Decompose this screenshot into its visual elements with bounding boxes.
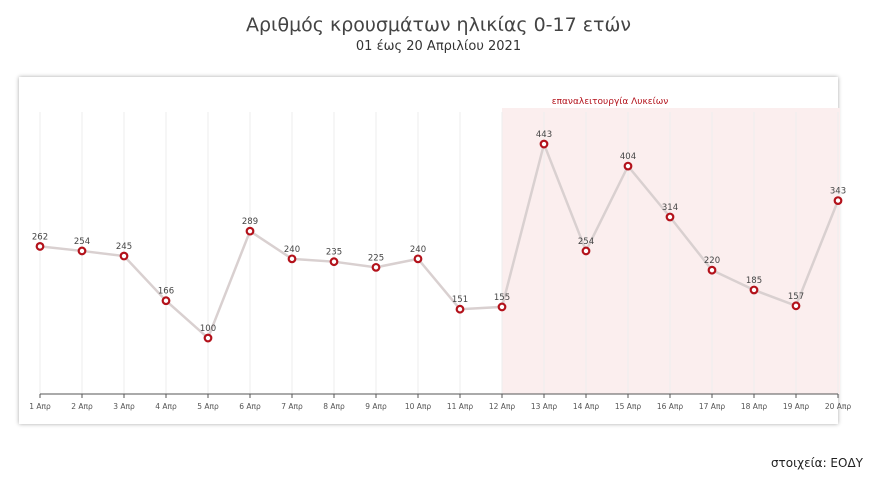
x-tick-label: 14 Απρ — [573, 402, 600, 411]
x-tick-label: 19 Απρ — [783, 402, 810, 411]
x-tick-label: 2 Απρ — [71, 402, 93, 411]
x-tick-label: 1 Απρ — [29, 402, 51, 411]
chart-subtitle: 01 έως 20 Απριλίου 2021 — [355, 39, 522, 54]
data-label: 185 — [746, 276, 762, 286]
annotation-shade — [502, 108, 840, 394]
data-label: 220 — [704, 256, 720, 266]
chart-title: Αριθμός κρουσμάτων ηλικίας 0-17 ετών — [245, 14, 631, 36]
x-tick-label: 6 Απρ — [239, 402, 261, 411]
data-label: 155 — [494, 293, 510, 303]
x-tick-label: 20 Απρ — [825, 402, 852, 411]
x-tick-label: 15 Απρ — [615, 402, 642, 411]
data-point — [497, 302, 507, 312]
data-point — [581, 246, 591, 256]
data-label: 245 — [116, 242, 132, 252]
x-tick-label: 10 Απρ — [405, 402, 432, 411]
x-tick-label: 8 Απρ — [323, 402, 345, 411]
data-label: 254 — [578, 237, 594, 247]
x-tick-label: 7 Απρ — [281, 402, 303, 411]
x-tick-label: 16 Απρ — [657, 402, 684, 411]
data-point — [119, 251, 129, 261]
data-label: 254 — [74, 237, 90, 247]
data-point — [77, 246, 87, 256]
data-point — [203, 333, 213, 343]
data-point — [749, 285, 759, 295]
data-point — [623, 161, 633, 171]
data-label: 151 — [452, 295, 468, 305]
data-point — [371, 262, 381, 272]
x-tick-label: 17 Απρ — [699, 402, 726, 411]
data-point — [329, 257, 339, 267]
data-label: 314 — [662, 203, 678, 213]
x-tick-label: 9 Απρ — [365, 402, 387, 411]
annotation-label: επαναλειτουργία Λυκείων — [552, 97, 669, 107]
source-note: στοιχεία: ΕΟΔΥ — [770, 456, 863, 470]
data-point — [455, 304, 465, 314]
data-label: 100 — [200, 324, 216, 334]
data-label: 235 — [326, 248, 342, 258]
data-point — [833, 196, 843, 205]
x-tick-label: 11 Απρ — [447, 402, 474, 411]
data-label: 157 — [788, 292, 804, 302]
data-label: 343 — [830, 187, 846, 197]
x-tick-label: 4 Απρ — [155, 402, 177, 411]
data-label: 289 — [242, 217, 258, 227]
data-label: 443 — [536, 130, 552, 140]
data-point — [161, 296, 171, 306]
data-label: 225 — [368, 253, 384, 263]
x-tick-label: 5 Απρ — [197, 402, 219, 411]
x-tick-label: 18 Απρ — [741, 402, 768, 411]
data-point — [245, 226, 255, 236]
data-point — [287, 254, 297, 264]
series-line — [39, 139, 840, 341]
data-point — [791, 301, 801, 311]
data-label: 240 — [284, 245, 300, 255]
x-tick-label: 12 Απρ — [489, 402, 516, 411]
x-tick-label: 13 Απρ — [531, 402, 558, 411]
data-point — [665, 212, 675, 222]
data-point — [35, 242, 45, 251]
data-label: 404 — [620, 152, 636, 162]
data-label: 240 — [410, 245, 426, 255]
data-point — [707, 265, 717, 275]
data-point — [413, 254, 423, 264]
x-tick-label: 3 Απρ — [113, 402, 135, 411]
data-label: 262 — [32, 232, 48, 242]
data-point — [539, 139, 549, 149]
data-label: 166 — [158, 287, 174, 297]
